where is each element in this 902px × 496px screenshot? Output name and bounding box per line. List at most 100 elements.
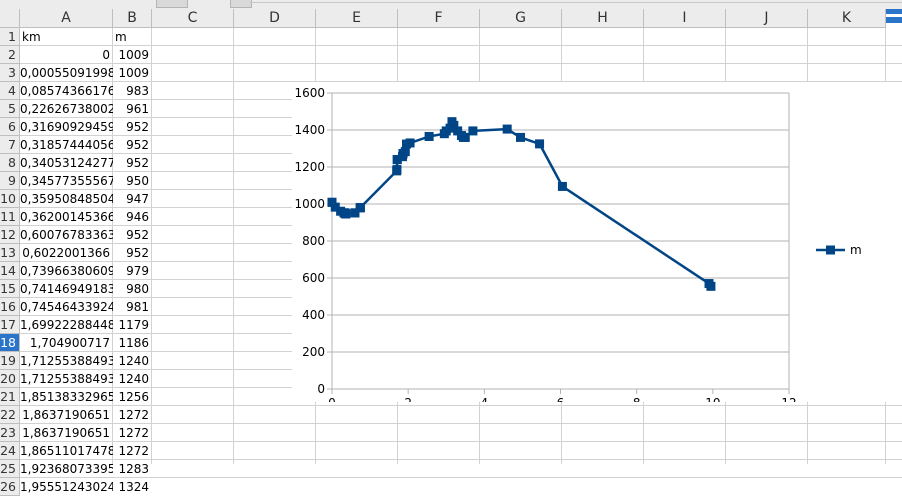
cell-a9[interactable]: 0,34577355567: [20, 174, 113, 188]
cell-b12[interactable]: 952: [126, 228, 149, 242]
cell-b17[interactable]: 1179: [118, 318, 149, 332]
cell-a19[interactable]: 1,71255388493: [20, 354, 113, 368]
row-header-2[interactable]: 2: [0, 46, 20, 64]
row-header-1[interactable]: 1: [0, 28, 20, 46]
cell-a15[interactable]: 0,74146949183: [20, 282, 113, 296]
row-header-22[interactable]: 22: [0, 406, 20, 424]
column-header-c[interactable]: C: [152, 9, 234, 28]
cell-a25[interactable]: 1,92368073395: [20, 462, 113, 476]
cell-b22[interactable]: 1272: [118, 408, 149, 422]
row-header-3[interactable]: 3: [0, 64, 20, 82]
cell-a3[interactable]: 0,00055091998: [20, 66, 113, 80]
column-header-a[interactable]: A: [20, 9, 113, 28]
cell-a18[interactable]: 1,704900717: [29, 336, 110, 350]
row-header-4[interactable]: 4: [0, 82, 20, 100]
row-header-5[interactable]: 5: [0, 100, 20, 118]
cell-a14[interactable]: 0,73966380609: [20, 264, 113, 278]
row-header-12[interactable]: 12: [0, 226, 20, 244]
column-header-h[interactable]: H: [562, 9, 644, 28]
corner-highlight-top: [886, 9, 902, 14]
cell-b21[interactable]: 1256: [118, 390, 149, 404]
cell-b20[interactable]: 1240: [118, 372, 149, 386]
x-tick-label: 0: [328, 396, 336, 402]
cell-a22[interactable]: 1,8637190651: [22, 408, 110, 422]
row-header-11[interactable]: 11: [0, 208, 20, 226]
row-header-19[interactable]: 19: [0, 352, 20, 370]
grid-hline: [20, 459, 902, 460]
cell-a4[interactable]: 0,08574366176: [20, 84, 113, 98]
cell-b11[interactable]: 946: [126, 210, 149, 224]
column-header-j[interactable]: J: [726, 9, 808, 28]
data-point: [502, 124, 512, 134]
cell-b23[interactable]: 1272: [118, 426, 149, 440]
sheet-corner[interactable]: [0, 9, 20, 28]
cell-a6[interactable]: 0,31690929459: [20, 120, 113, 134]
cell-a12[interactable]: 0,60076783363: [20, 228, 113, 242]
row-header-20[interactable]: 20: [0, 370, 20, 388]
cell-a8[interactable]: 0,34053124277: [20, 156, 113, 170]
cell-a5[interactable]: 0,22626738002: [20, 102, 113, 116]
cell-a2[interactable]: 0: [102, 48, 110, 62]
cell-a7[interactable]: 0,31857444056: [20, 138, 113, 152]
sheet-tab-partial-2[interactable]: [230, 0, 252, 8]
cell-b14[interactable]: 979: [126, 264, 149, 278]
chart-object[interactable]: 0 200 400 600 800 1000 1200 1400 1600 0 2 4 6 8 10 12 m: [292, 82, 902, 410]
row-header-21[interactable]: 21: [0, 388, 20, 406]
row-header-18[interactable]: 18: [0, 334, 20, 352]
column-header-f[interactable]: F: [398, 9, 480, 28]
select-all-corner[interactable]: [886, 9, 902, 23]
row-header-9[interactable]: 9: [0, 172, 20, 190]
cell-b10[interactable]: 947: [126, 192, 149, 206]
row-header-14[interactable]: 14: [0, 262, 20, 280]
cell-a23[interactable]: 1,8637190651: [22, 426, 110, 440]
cell-a11[interactable]: 0,36200145366: [20, 210, 113, 224]
cell-b13[interactable]: 952: [126, 246, 149, 260]
cell-b4[interactable]: 983: [126, 84, 149, 98]
cell-b24[interactable]: 1272: [118, 444, 149, 458]
column-header-g[interactable]: G: [480, 9, 562, 28]
cell-b5[interactable]: 961: [126, 102, 149, 116]
cell-b16[interactable]: 981: [126, 300, 149, 314]
column-header-i[interactable]: I: [644, 9, 726, 28]
column-header-d[interactable]: D: [234, 9, 316, 28]
cell-b7[interactable]: 952: [126, 138, 149, 152]
cell-a17[interactable]: 1,69922288448: [20, 318, 113, 332]
cell-a13[interactable]: 0,6022001366: [22, 246, 110, 260]
row-header-15[interactable]: 15: [0, 280, 20, 298]
cell-a20[interactable]: 1,71255388493: [20, 372, 113, 386]
row-header-26[interactable]: 26: [0, 478, 20, 496]
cell-a24[interactable]: 1,86511017478: [20, 444, 113, 458]
cell-b3[interactable]: 1009: [118, 66, 149, 80]
cell-b8[interactable]: 952: [126, 156, 149, 170]
row-header-13[interactable]: 13: [0, 244, 20, 262]
row-header-17[interactable]: 17: [0, 316, 20, 334]
cell-b15[interactable]: 980: [126, 282, 149, 296]
cell-a16[interactable]: 0,74546433924: [20, 300, 113, 314]
row-header-10[interactable]: 10: [0, 190, 20, 208]
cell-b2[interactable]: 1009: [118, 48, 149, 62]
grid-hline: [20, 405, 902, 406]
column-header-e[interactable]: E: [316, 9, 398, 28]
sheet-tab-partial[interactable]: [156, 0, 188, 8]
row-header-24[interactable]: 24: [0, 442, 20, 460]
column-header-k[interactable]: K: [808, 9, 886, 28]
cell-b1[interactable]: m: [115, 30, 127, 44]
row-header-25[interactable]: 25: [0, 460, 20, 478]
cell-b18[interactable]: 1186: [118, 336, 149, 350]
row-header-23[interactable]: 23: [0, 424, 20, 442]
row-header-7[interactable]: 7: [0, 136, 20, 154]
cell-b25[interactable]: 1283: [118, 462, 149, 476]
cell-b6[interactable]: 952: [126, 120, 149, 134]
column-header-b[interactable]: B: [113, 9, 152, 28]
row-header-6[interactable]: 6: [0, 118, 20, 136]
cell-a1[interactable]: km: [22, 30, 41, 44]
cell-b19[interactable]: 1240: [118, 354, 149, 368]
cell-b9[interactable]: 950: [126, 174, 149, 188]
row-header-8[interactable]: 8: [0, 154, 20, 172]
cell-b26[interactable]: 1324: [118, 480, 149, 494]
row-header-16[interactable]: 16: [0, 298, 20, 316]
cell-a21[interactable]: 1,85138332965: [20, 390, 113, 404]
cell-a26[interactable]: 1,95551243024: [20, 480, 113, 494]
line-chart[interactable]: 0 200 400 600 800 1000 1200 1400 1600 0 2 4 6 8 10 12 m: [292, 82, 902, 410]
cell-a10[interactable]: 0,35950848504: [20, 192, 113, 206]
